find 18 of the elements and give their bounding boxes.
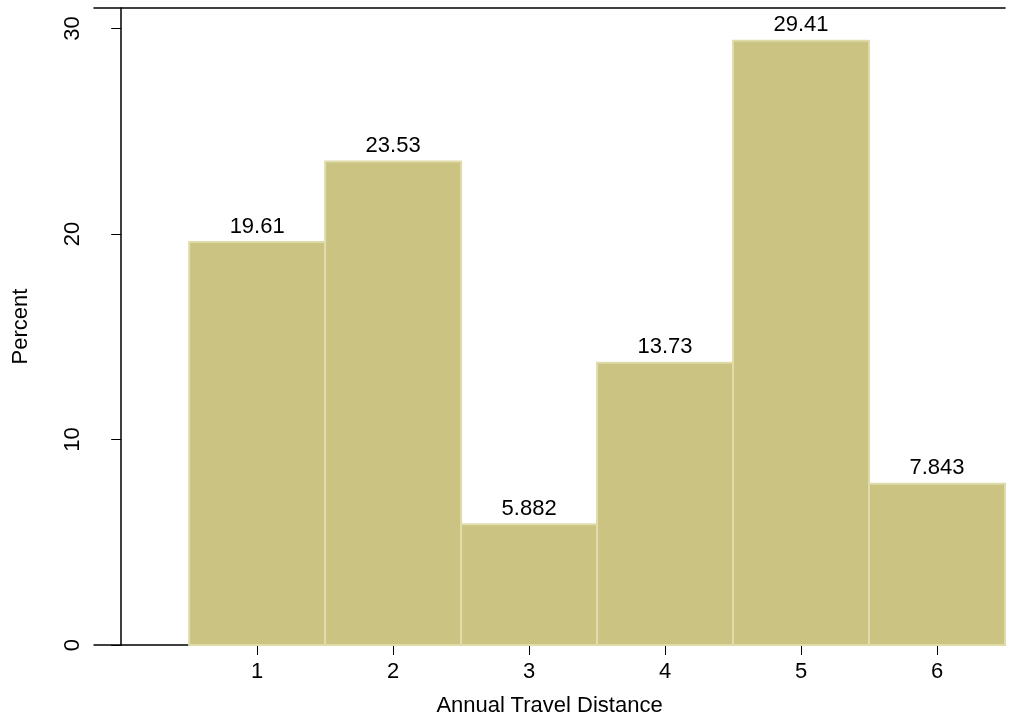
y-tick-label: 0 (58, 638, 84, 652)
x-axis-title: Annual Travel Distance (436, 691, 663, 717)
data-label: 5.882 (501, 494, 557, 520)
y-axis-title: Percent (6, 288, 32, 365)
data-label: 19.61 (229, 212, 285, 238)
x-tick-label: 1 (251, 657, 264, 683)
data-label: 23.53 (365, 132, 421, 157)
x-tick-label: 6 (930, 657, 944, 683)
data-label: 29.41 (773, 11, 829, 37)
x-tick-label: 3 (522, 657, 536, 683)
x-tick-label: 5 (794, 657, 808, 683)
y-tick-label: 20 (58, 221, 84, 247)
y-tick-label: 10 (58, 427, 84, 452)
data-label: 7.843 (909, 454, 965, 480)
x-tick-label: 4 (658, 657, 672, 683)
y-tick-label: 30 (58, 16, 84, 41)
x-tick-label: 2 (387, 657, 400, 683)
data-label: 13.73 (637, 333, 693, 359)
